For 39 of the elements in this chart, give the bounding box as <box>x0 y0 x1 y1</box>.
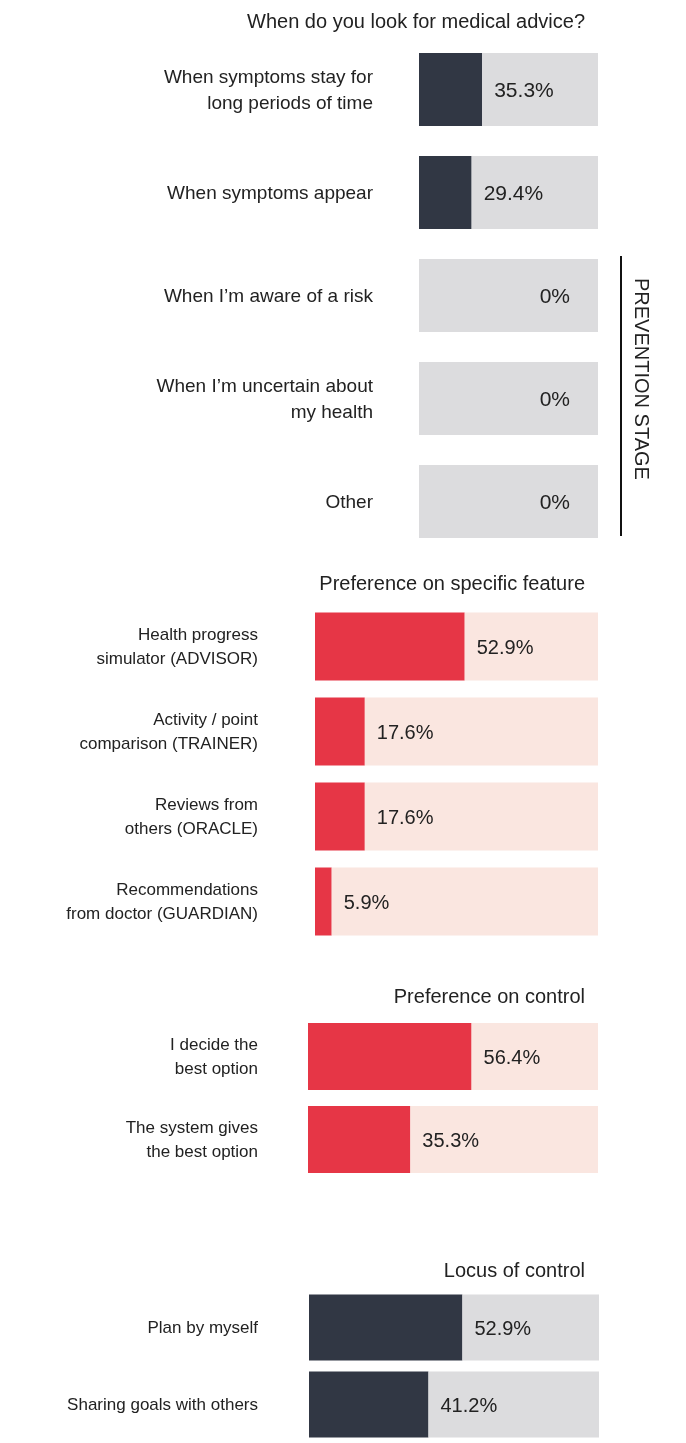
bar <box>315 697 365 766</box>
data-label: 56.4% <box>483 1045 541 1068</box>
data-label: 0% <box>539 387 570 410</box>
y-tick-label: When I’m uncertain about my health <box>156 375 374 422</box>
bar <box>464 612 598 681</box>
y-tick-label: Sharing goals with others <box>67 1395 258 1414</box>
bar <box>364 697 598 766</box>
y-tick-label: The system gives the best option <box>125 1118 258 1161</box>
data-label: 41.2% <box>440 1393 498 1416</box>
y-tick-label: Recommendations from doctor (GUARDIAN) <box>66 880 258 923</box>
y-tick-label: When I’m aware of a risk <box>163 285 374 306</box>
y-tick-label: Health progress simulator (ADVISOR) <box>96 625 258 668</box>
chart-title: Locus of control <box>443 1259 586 1281</box>
data-label: 17.6% <box>376 805 434 828</box>
data-label: 35.3% <box>422 1128 480 1151</box>
data-label: 35.3% <box>494 78 554 101</box>
bar <box>364 782 598 851</box>
bar <box>331 867 598 936</box>
y-tick-label: Activity / point comparison (TRAINER) <box>79 710 259 753</box>
data-label: 5.9% <box>343 890 390 913</box>
y-tick-label: Other <box>325 491 374 512</box>
bar <box>315 782 365 851</box>
y-tick-label: Plan by myself <box>147 1318 259 1337</box>
data-label: 29.4% <box>483 181 544 204</box>
bar <box>315 867 332 936</box>
data-label: 17.6% <box>376 720 434 743</box>
bar <box>315 612 465 681</box>
data-label: 52.9% <box>476 635 534 658</box>
data-label: 0% <box>539 490 570 513</box>
chart-title: Preference on specific feature <box>319 572 585 594</box>
chart-title: When do you look for medical advice? <box>247 10 586 32</box>
y-tick-label: When symptoms stay for long periods of time <box>163 66 374 113</box>
y-tick-label: When symptoms appear <box>167 182 374 203</box>
chart-title: Preference on control <box>393 985 586 1007</box>
data-label: 52.9% <box>474 1316 532 1339</box>
y-tick-label: I decide the best option <box>170 1035 258 1078</box>
bracket: PREVENTION STAGE <box>620 256 652 536</box>
data-label: 0% <box>539 284 570 307</box>
y-tick-label: Reviews from others (ORACLE) <box>124 795 258 838</box>
